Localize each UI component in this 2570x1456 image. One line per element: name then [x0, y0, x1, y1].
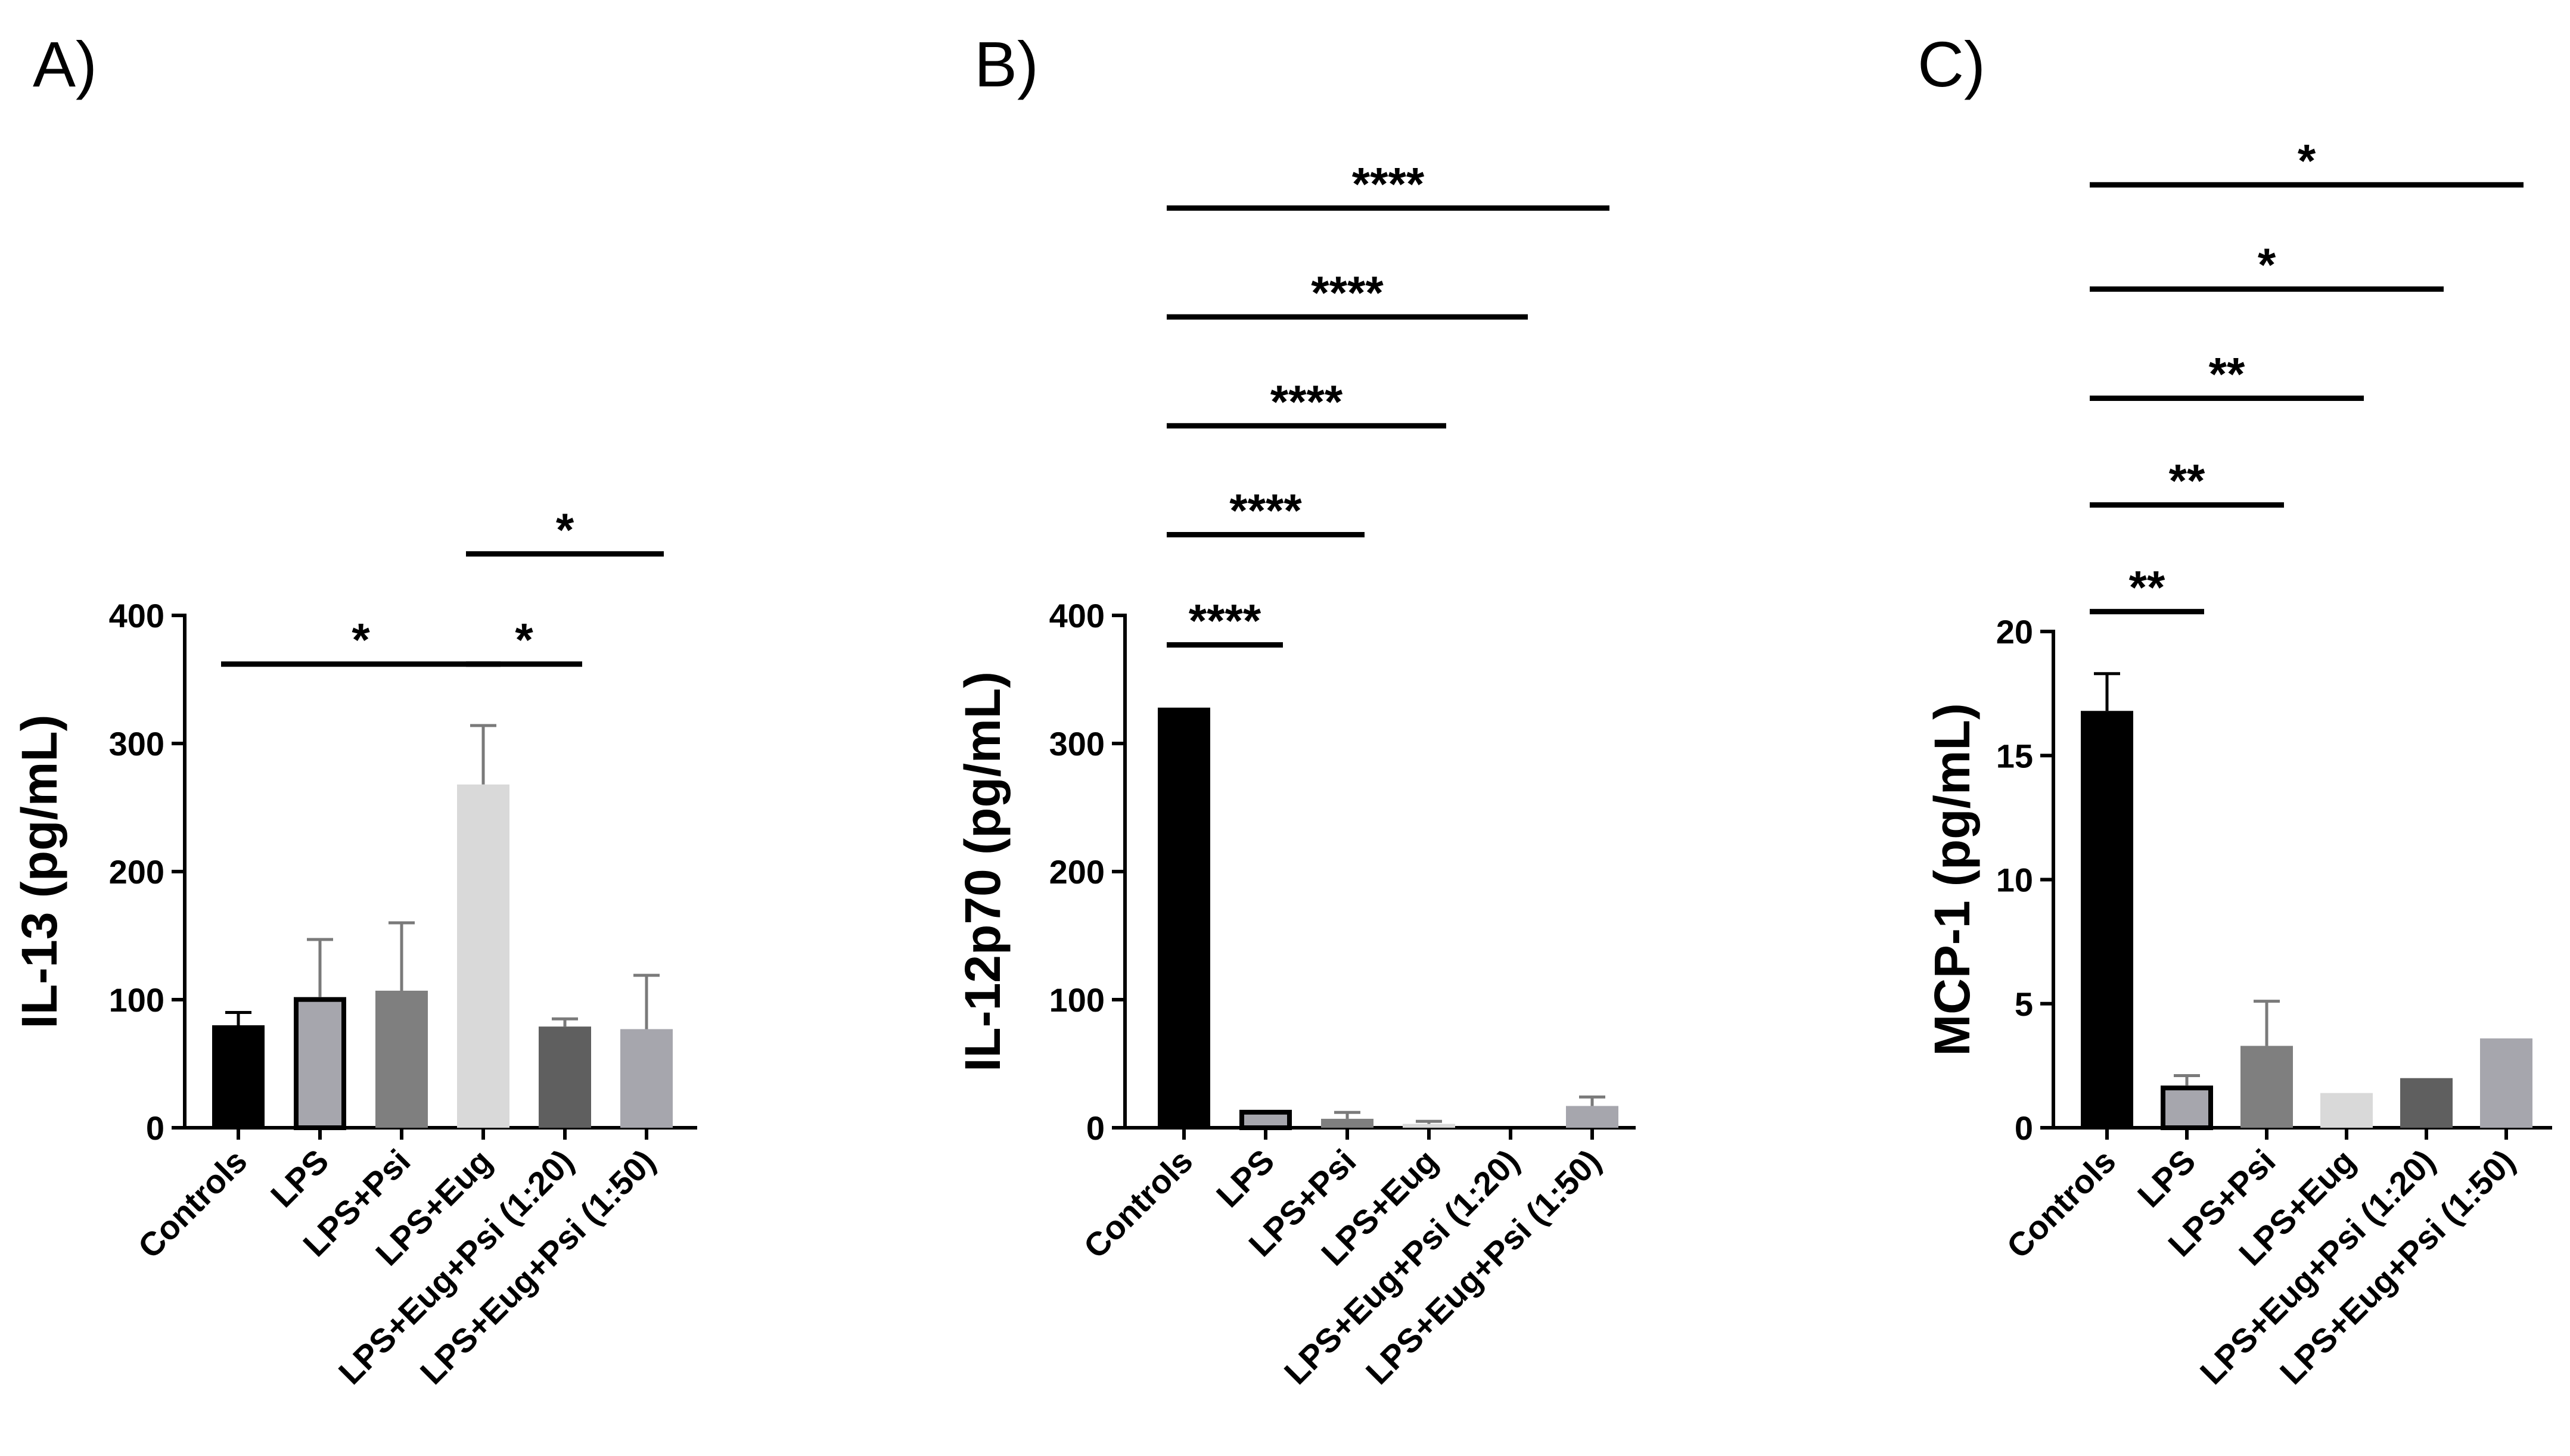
y-tick-label: 0 — [146, 1109, 164, 1147]
bar — [1239, 1109, 1292, 1131]
significance-label: * — [2298, 134, 2316, 186]
bar — [2161, 1085, 2213, 1130]
bar — [294, 997, 346, 1130]
bar — [212, 1025, 265, 1128]
bar — [620, 1029, 673, 1128]
panel-label: C) — [1918, 28, 1985, 100]
y-tick-label: 100 — [1049, 981, 1105, 1019]
significance-label: ** — [2169, 455, 2205, 507]
y-axis-label: IL-12p70 (pg/mL) — [955, 671, 1011, 1072]
y-tick-label: 5 — [2015, 985, 2033, 1023]
significance-label: **** — [1189, 594, 1261, 646]
y-tick-label: 15 — [1996, 737, 2033, 774]
significance-label: * — [515, 614, 533, 666]
bar — [375, 990, 428, 1128]
y-tick-label: 300 — [109, 725, 164, 763]
y-tick-label: 400 — [1049, 597, 1105, 634]
y-tick-label: 200 — [109, 853, 164, 891]
significance-label: * — [352, 614, 370, 666]
y-tick-label: 0 — [1086, 1109, 1105, 1147]
y-axis-label: IL-13 (pg/mL) — [11, 714, 67, 1028]
significance-label: **** — [1311, 266, 1384, 319]
bar — [2480, 1038, 2532, 1128]
y-tick-label: 10 — [1996, 861, 2033, 899]
significance-label: **** — [1270, 375, 1343, 428]
bar — [539, 1026, 591, 1128]
bar — [2240, 1046, 2293, 1128]
bar — [2081, 711, 2133, 1128]
y-tick-label: 200 — [1049, 853, 1105, 891]
significance-label: * — [2258, 238, 2276, 291]
significance-label: * — [556, 503, 574, 556]
significance-label: **** — [1352, 157, 1425, 210]
y-tick-label: 20 — [1996, 613, 2033, 651]
bar — [1158, 707, 1210, 1128]
y-tick-label: 100 — [109, 981, 164, 1019]
bar — [1403, 1124, 1455, 1128]
significance-label: ** — [2129, 561, 2165, 614]
y-tick-label: 0 — [2015, 1109, 2033, 1147]
panel-label: A) — [33, 28, 97, 100]
panel-label: B) — [974, 28, 1039, 100]
bar — [1566, 1106, 1618, 1128]
bar — [2400, 1078, 2453, 1128]
y-tick-label: 300 — [1049, 725, 1105, 763]
bar — [457, 784, 509, 1128]
bar — [2320, 1093, 2373, 1128]
y-tick-label: 400 — [109, 597, 164, 634]
bar — [1321, 1118, 1373, 1128]
significance-label: **** — [1229, 484, 1302, 537]
significance-label: ** — [2209, 347, 2245, 400]
y-axis-label: MCP-1 (pg/mL) — [1924, 703, 1980, 1056]
